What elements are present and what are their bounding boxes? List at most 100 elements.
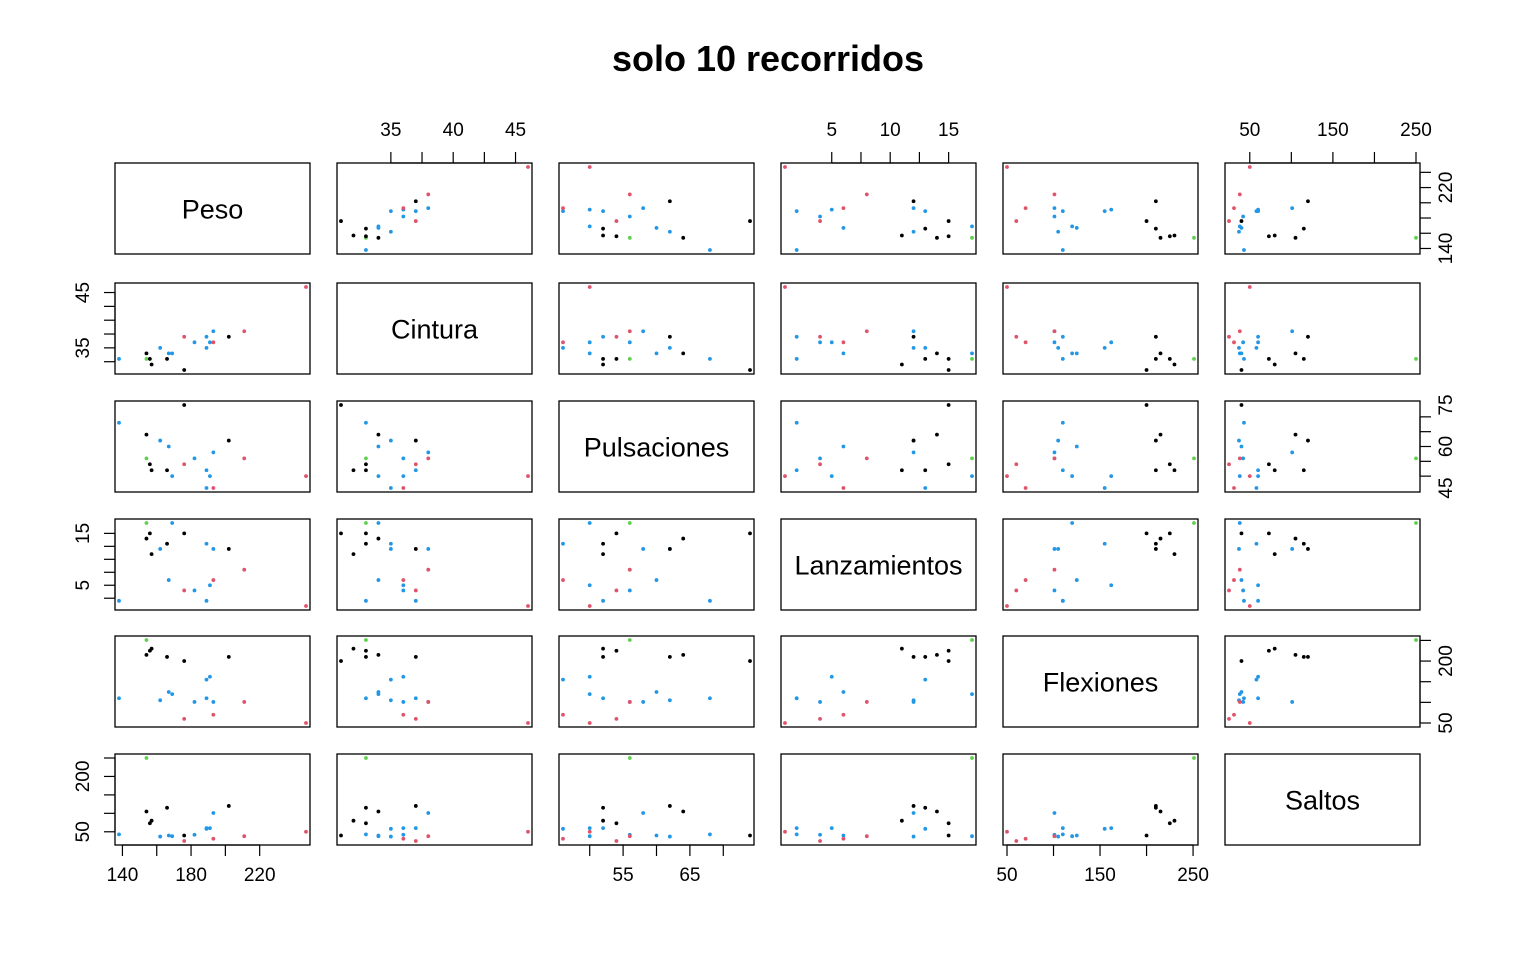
point-pulsaciones-vs-lanzamientos bbox=[970, 474, 974, 479]
point-saltos-vs-peso bbox=[158, 834, 163, 839]
point-peso-vs-flexiones bbox=[1052, 214, 1057, 219]
point-lanzamientos-vs-flexiones bbox=[1074, 578, 1079, 582]
point-cintura-vs-lanzamientos bbox=[946, 357, 951, 361]
point-peso-vs-saltos bbox=[1227, 219, 1231, 223]
point-peso-vs-cintura bbox=[364, 226, 368, 231]
point-cintura-vs-peso bbox=[166, 351, 171, 356]
point-saltos-vs-peso bbox=[304, 829, 308, 834]
point-saltos-vs-cintura bbox=[413, 826, 418, 830]
point-lanzamientos-vs-pulsaciones bbox=[627, 521, 632, 525]
point-flexiones-vs-peso bbox=[144, 652, 149, 657]
point-saltos-vs-pulsaciones bbox=[667, 804, 672, 808]
point-peso-vs-pulsaciones bbox=[627, 214, 632, 219]
point-saltos-vs-lanzamientos bbox=[946, 821, 951, 826]
point-cintura-vs-pulsaciones bbox=[654, 351, 659, 356]
point-peso-vs-saltos bbox=[1241, 214, 1246, 219]
tick-label-cintura: 45 bbox=[505, 120, 526, 141]
panel-pulsaciones-saltos bbox=[1224, 400, 1421, 493]
point-flexiones-vs-pulsaciones bbox=[587, 721, 592, 725]
point-cintura-vs-flexiones bbox=[1060, 334, 1065, 339]
point-saltos-vs-peso bbox=[182, 833, 187, 838]
tick-label-pulsaciones: 45 bbox=[1436, 477, 1457, 498]
point-saltos-vs-flexiones bbox=[1144, 833, 1149, 838]
point-peso-vs-lanzamientos bbox=[911, 206, 916, 211]
point-saltos-vs-peso bbox=[192, 832, 197, 837]
point-lanzamientos-vs-cintura bbox=[376, 578, 381, 582]
point-saltos-vs-lanzamientos bbox=[841, 836, 846, 841]
point-cintura-vs-pulsaciones bbox=[708, 357, 712, 361]
point-flexiones-vs-lanzamientos bbox=[911, 655, 916, 659]
point-cintura-vs-peso bbox=[208, 340, 212, 345]
point-peso-vs-pulsaciones bbox=[627, 235, 632, 240]
point-cintura-vs-saltos bbox=[1237, 345, 1241, 350]
point-pulsaciones-vs-lanzamientos bbox=[864, 456, 869, 461]
point-cintura-vs-saltos bbox=[1227, 334, 1231, 339]
point-saltos-vs-lanzamientos bbox=[794, 826, 799, 830]
point-flexiones-vs-peso bbox=[226, 655, 231, 659]
panel-pulsaciones-lanzamientos bbox=[780, 400, 977, 493]
point-flexiones-vs-lanzamientos bbox=[923, 655, 928, 659]
point-flexiones-vs-cintura bbox=[376, 692, 381, 696]
point-cintura-vs-lanzamientos bbox=[970, 357, 974, 361]
point-saltos-vs-lanzamientos bbox=[970, 834, 974, 839]
point-saltos-vs-cintura bbox=[388, 826, 393, 831]
point-saltos-vs-lanzamientos bbox=[970, 756, 974, 760]
point-pulsaciones-vs-saltos bbox=[1301, 468, 1306, 473]
point-peso-vs-lanzamientos bbox=[946, 219, 951, 223]
point-pulsaciones-vs-peso bbox=[149, 468, 154, 473]
point-pulsaciones-vs-lanzamientos bbox=[970, 456, 974, 461]
point-peso-vs-lanzamientos bbox=[911, 229, 916, 234]
point-lanzamientos-vs-cintura bbox=[364, 531, 368, 536]
point-lanzamientos-vs-pulsaciones bbox=[601, 541, 605, 546]
point-lanzamientos-vs-cintura bbox=[351, 552, 356, 557]
point-lanzamientos-vs-cintura bbox=[413, 547, 418, 551]
panel-peso-saltos bbox=[1224, 162, 1421, 255]
tick-label-cintura: 45 bbox=[73, 282, 94, 303]
point-flexiones-vs-peso bbox=[144, 638, 149, 642]
point-cintura-vs-peso bbox=[304, 285, 308, 289]
point-pulsaciones-vs-cintura bbox=[364, 468, 368, 473]
point-flexiones-vs-pulsaciones bbox=[601, 646, 605, 651]
tick-label-flexiones: 250 bbox=[1177, 865, 1209, 886]
point-cintura-vs-pulsaciones bbox=[601, 357, 605, 361]
point-pulsaciones-vs-saltos bbox=[1237, 438, 1241, 443]
point-cintura-vs-flexiones bbox=[1102, 345, 1107, 350]
point-lanzamientos-vs-saltos bbox=[1256, 598, 1260, 603]
point-pulsaciones-vs-cintura bbox=[413, 468, 418, 473]
point-cintura-vs-lanzamientos bbox=[818, 334, 822, 339]
point-lanzamientos-vs-saltos bbox=[1301, 541, 1306, 546]
point-lanzamientos-vs-saltos bbox=[1237, 521, 1242, 525]
point-pulsaciones-vs-lanzamientos bbox=[818, 456, 822, 461]
point-flexiones-vs-cintura bbox=[339, 659, 343, 663]
point-saltos-vs-flexiones bbox=[1070, 834, 1075, 839]
point-saltos-vs-cintura bbox=[526, 829, 530, 834]
point-peso-vs-lanzamientos bbox=[970, 235, 974, 240]
point-saltos-vs-pulsaciones bbox=[561, 836, 565, 841]
tick-label-saltos: 150 bbox=[1317, 120, 1349, 141]
point-pulsaciones-vs-cintura bbox=[413, 462, 418, 467]
point-pulsaciones-vs-peso bbox=[170, 474, 175, 479]
point-lanzamientos-vs-saltos bbox=[1272, 552, 1277, 557]
point-cintura-vs-saltos bbox=[1256, 340, 1260, 345]
point-flexiones-vs-peso bbox=[204, 677, 209, 682]
point-pulsaciones-vs-saltos bbox=[1272, 468, 1277, 473]
point-peso-vs-lanzamientos bbox=[935, 235, 939, 240]
point-peso-vs-flexiones bbox=[1052, 206, 1057, 211]
point-flexiones-vs-lanzamientos bbox=[783, 721, 787, 725]
panel-cintura-flexiones bbox=[1002, 282, 1199, 375]
point-saltos-vs-cintura bbox=[376, 834, 381, 839]
point-cintura-vs-saltos bbox=[1241, 340, 1246, 345]
point-flexiones-vs-saltos bbox=[1227, 716, 1231, 721]
point-lanzamientos-vs-flexiones bbox=[1109, 583, 1114, 588]
point-cintura-vs-pulsaciones bbox=[627, 329, 632, 334]
point-lanzamientos-vs-flexiones bbox=[1172, 552, 1177, 557]
point-lanzamientos-vs-saltos bbox=[1256, 583, 1260, 588]
point-peso-vs-lanzamientos bbox=[794, 248, 799, 252]
point-cintura-vs-saltos bbox=[1290, 329, 1295, 334]
point-lanzamientos-vs-cintura bbox=[413, 588, 418, 593]
point-cintura-vs-pulsaciones bbox=[614, 357, 619, 361]
panel-lanzamientos-cintura bbox=[336, 518, 533, 611]
panel-pulsaciones-flexiones bbox=[1002, 400, 1199, 493]
point-cintura-vs-lanzamientos bbox=[923, 345, 928, 350]
point-lanzamientos-vs-peso bbox=[192, 588, 197, 593]
